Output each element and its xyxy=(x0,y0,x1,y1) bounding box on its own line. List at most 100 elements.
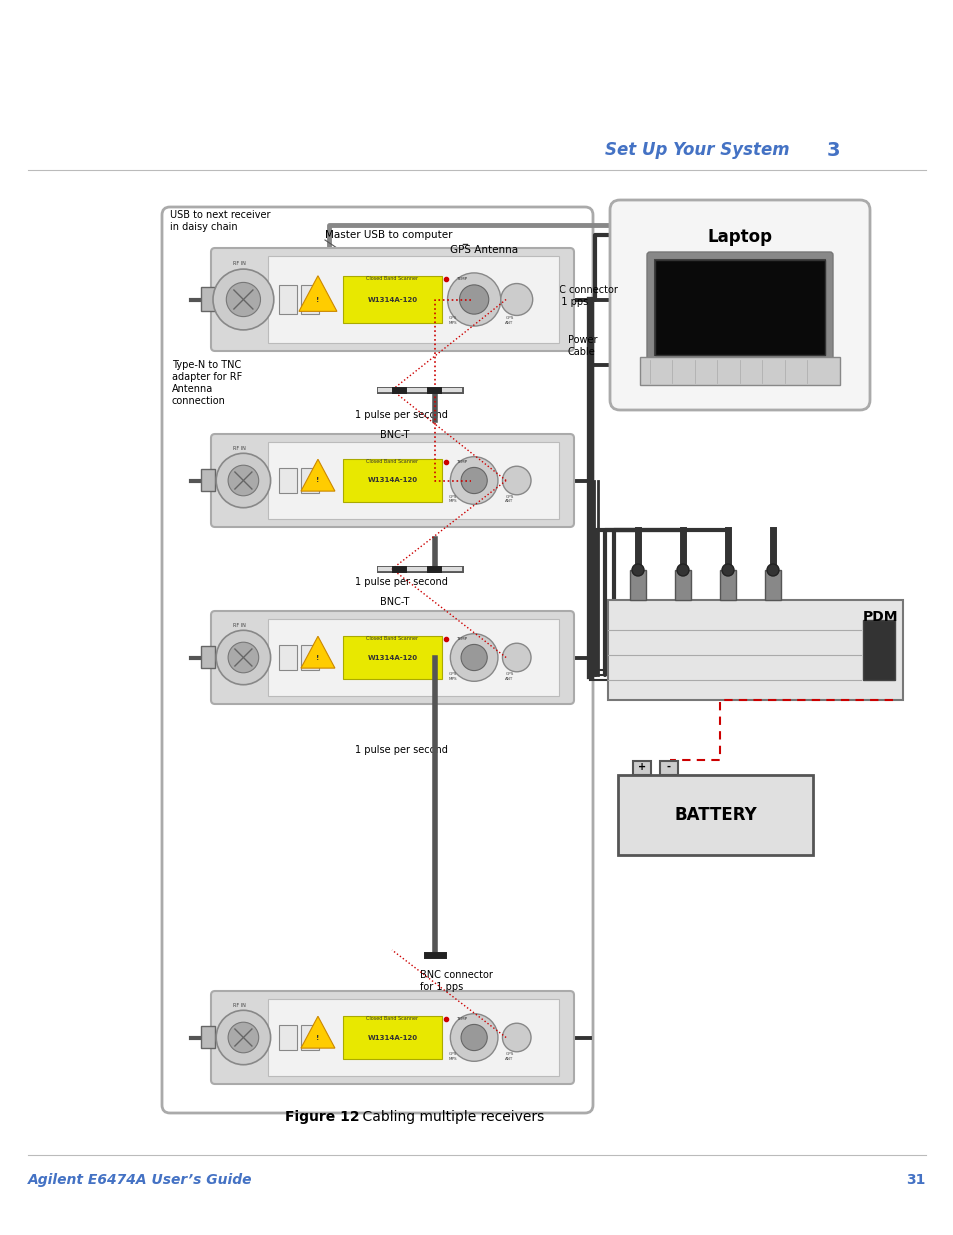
Bar xyxy=(675,571,690,600)
Circle shape xyxy=(450,457,497,504)
Bar xyxy=(201,646,214,668)
Text: Closed Band Scanner: Closed Band Scanner xyxy=(366,636,418,641)
Bar xyxy=(342,636,442,679)
Text: Power: Power xyxy=(567,335,597,345)
Circle shape xyxy=(228,1023,258,1052)
Text: 1 pulse per second: 1 pulse per second xyxy=(355,410,447,420)
Circle shape xyxy=(216,1010,271,1065)
Text: 1 pulse per second: 1 pulse per second xyxy=(355,577,447,587)
Text: Closed Band Scanner: Closed Band Scanner xyxy=(366,1016,418,1021)
Circle shape xyxy=(450,1014,497,1061)
Bar xyxy=(655,261,824,354)
Circle shape xyxy=(766,564,779,576)
Circle shape xyxy=(631,564,643,576)
FancyBboxPatch shape xyxy=(211,611,574,704)
Text: !: ! xyxy=(316,478,319,483)
Bar xyxy=(268,256,558,343)
Bar xyxy=(633,761,650,776)
Polygon shape xyxy=(300,459,335,492)
Bar xyxy=(278,1025,296,1050)
Bar xyxy=(862,620,894,680)
Circle shape xyxy=(460,1024,487,1051)
Bar xyxy=(201,1026,214,1047)
FancyBboxPatch shape xyxy=(211,433,574,527)
Text: GPS
MPS: GPS MPS xyxy=(448,672,456,680)
Bar xyxy=(342,1016,442,1058)
Text: connection: connection xyxy=(172,396,226,406)
Text: BNC connector: BNC connector xyxy=(544,285,618,295)
Text: GPS
MPS: GPS MPS xyxy=(448,316,456,325)
Text: Closed Band Scanner: Closed Band Scanner xyxy=(366,459,418,464)
Text: Set Up Your System: Set Up Your System xyxy=(605,141,789,159)
Text: BNC-T: BNC-T xyxy=(379,430,409,440)
FancyBboxPatch shape xyxy=(609,200,869,410)
Bar xyxy=(659,761,678,776)
Polygon shape xyxy=(300,636,335,668)
Text: Master USB to computer: Master USB to computer xyxy=(325,230,452,240)
Circle shape xyxy=(447,273,500,326)
Text: !: ! xyxy=(316,1035,319,1041)
Circle shape xyxy=(226,283,260,316)
Text: TEMP: TEMP xyxy=(456,637,467,641)
Text: GPS
MPS: GPS MPS xyxy=(448,495,456,504)
Bar xyxy=(655,261,824,354)
Text: Antenna: Antenna xyxy=(172,384,213,394)
Text: W1314A-120: W1314A-120 xyxy=(367,1035,417,1041)
Text: GPS Antenna: GPS Antenna xyxy=(450,245,517,254)
Circle shape xyxy=(216,453,271,508)
FancyBboxPatch shape xyxy=(607,600,902,700)
Text: GPS
ANT: GPS ANT xyxy=(505,1052,514,1061)
Bar xyxy=(278,285,296,314)
Text: RF IN: RF IN xyxy=(233,622,246,627)
Text: GPS
ANT: GPS ANT xyxy=(505,316,514,325)
Text: BNC connector: BNC connector xyxy=(419,969,493,981)
FancyBboxPatch shape xyxy=(211,248,574,351)
Bar xyxy=(268,619,558,697)
Text: Cable: Cable xyxy=(567,347,595,357)
Text: W1314A-120: W1314A-120 xyxy=(367,655,417,661)
Bar xyxy=(300,468,318,493)
Text: TEMP: TEMP xyxy=(456,459,467,464)
Text: PDM: PDM xyxy=(862,610,897,624)
Text: TEMP: TEMP xyxy=(456,277,467,280)
FancyBboxPatch shape xyxy=(646,252,832,363)
Bar xyxy=(639,357,840,385)
Text: adapter for RF: adapter for RF xyxy=(172,372,242,382)
Circle shape xyxy=(450,634,497,682)
Text: !: ! xyxy=(316,655,319,661)
Circle shape xyxy=(502,467,531,495)
Text: W1314A-120: W1314A-120 xyxy=(367,478,417,483)
Circle shape xyxy=(228,642,258,673)
Circle shape xyxy=(459,285,488,314)
Bar xyxy=(201,288,214,311)
Text: for 1 pps: for 1 pps xyxy=(544,296,588,308)
Text: Laptop: Laptop xyxy=(707,228,772,246)
Circle shape xyxy=(502,643,531,672)
Text: Agilent E6474A User’s Guide: Agilent E6474A User’s Guide xyxy=(28,1173,253,1187)
Polygon shape xyxy=(300,1016,335,1049)
Text: 31: 31 xyxy=(905,1173,925,1187)
Text: 3: 3 xyxy=(825,141,840,159)
Text: GPS
ANT: GPS ANT xyxy=(505,672,514,680)
Text: TEMP: TEMP xyxy=(456,1016,467,1021)
Circle shape xyxy=(213,269,274,330)
Bar xyxy=(201,469,214,490)
Text: Figure 12: Figure 12 xyxy=(285,1110,359,1124)
Circle shape xyxy=(721,564,733,576)
Text: !: ! xyxy=(316,296,319,303)
Bar xyxy=(618,776,812,855)
Circle shape xyxy=(677,564,688,576)
Bar xyxy=(629,571,645,600)
Text: for 1 pps: for 1 pps xyxy=(419,982,463,992)
Text: +: + xyxy=(638,762,645,772)
Bar xyxy=(278,468,296,493)
Bar xyxy=(300,645,318,671)
Text: Cabling multiple receivers: Cabling multiple receivers xyxy=(345,1110,543,1124)
Text: 1 pulse per second: 1 pulse per second xyxy=(355,745,447,755)
Text: Closed Band Scanner: Closed Band Scanner xyxy=(366,277,418,282)
Text: in daisy chain: in daisy chain xyxy=(170,222,237,232)
Text: W1314A-120: W1314A-120 xyxy=(367,296,417,303)
Polygon shape xyxy=(298,275,336,311)
Circle shape xyxy=(216,630,271,684)
Circle shape xyxy=(228,466,258,495)
